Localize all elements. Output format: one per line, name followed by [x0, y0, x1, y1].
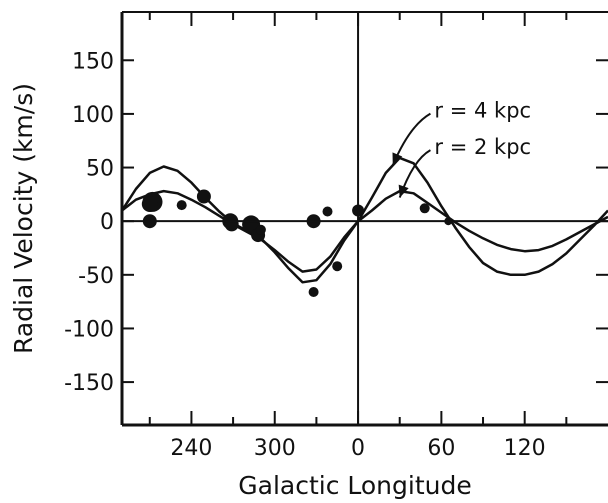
annotation-group: r = 4 kpc r = 2 kpc — [391, 99, 531, 198]
tick-group — [122, 12, 608, 425]
x-tick-label: 60 — [427, 436, 455, 461]
x-tick-label: 0 — [351, 436, 365, 461]
x-axis-title: Galactic Longitude — [238, 471, 471, 500]
data-point — [141, 196, 158, 212]
tick-label-group: 150 100 50 0 -50 -100 -150 240 300 0 60 120 — [64, 49, 546, 461]
x-tick-label: 240 — [170, 436, 212, 461]
data-point — [322, 206, 333, 217]
data-point — [176, 200, 187, 211]
data-point — [196, 189, 211, 204]
data-point — [419, 203, 430, 214]
x-tick-label: 120 — [504, 436, 546, 461]
curve-annotation: r = 4 kpc — [434, 99, 531, 123]
annotation-arrowhead — [392, 152, 403, 166]
y-tick-label: 100 — [72, 103, 114, 128]
y-axis-title: Radial Velocity (km/s) — [9, 83, 38, 354]
y-tick-label: 0 — [100, 210, 114, 235]
x-tick-label: 300 — [254, 436, 296, 461]
point-group — [141, 189, 453, 297]
y-tick-label: 150 — [72, 49, 114, 74]
y-tick-label: -150 — [64, 371, 114, 396]
curve-group — [120, 156, 608, 284]
data-point — [255, 224, 266, 235]
annotation-arrowhead — [398, 184, 409, 198]
y-tick-label: 50 — [86, 157, 114, 182]
curve-r-4-kpc — [120, 156, 608, 284]
data-point — [224, 217, 239, 232]
curve-r-2-kpc — [121, 189, 608, 273]
curve-annotation: r = 2 kpc — [434, 135, 531, 159]
y-tick-label: -50 — [78, 264, 114, 289]
data-point — [332, 261, 343, 272]
data-point — [308, 287, 319, 297]
y-tick-label: -100 — [64, 317, 114, 342]
axes-group — [120, 11, 608, 427]
